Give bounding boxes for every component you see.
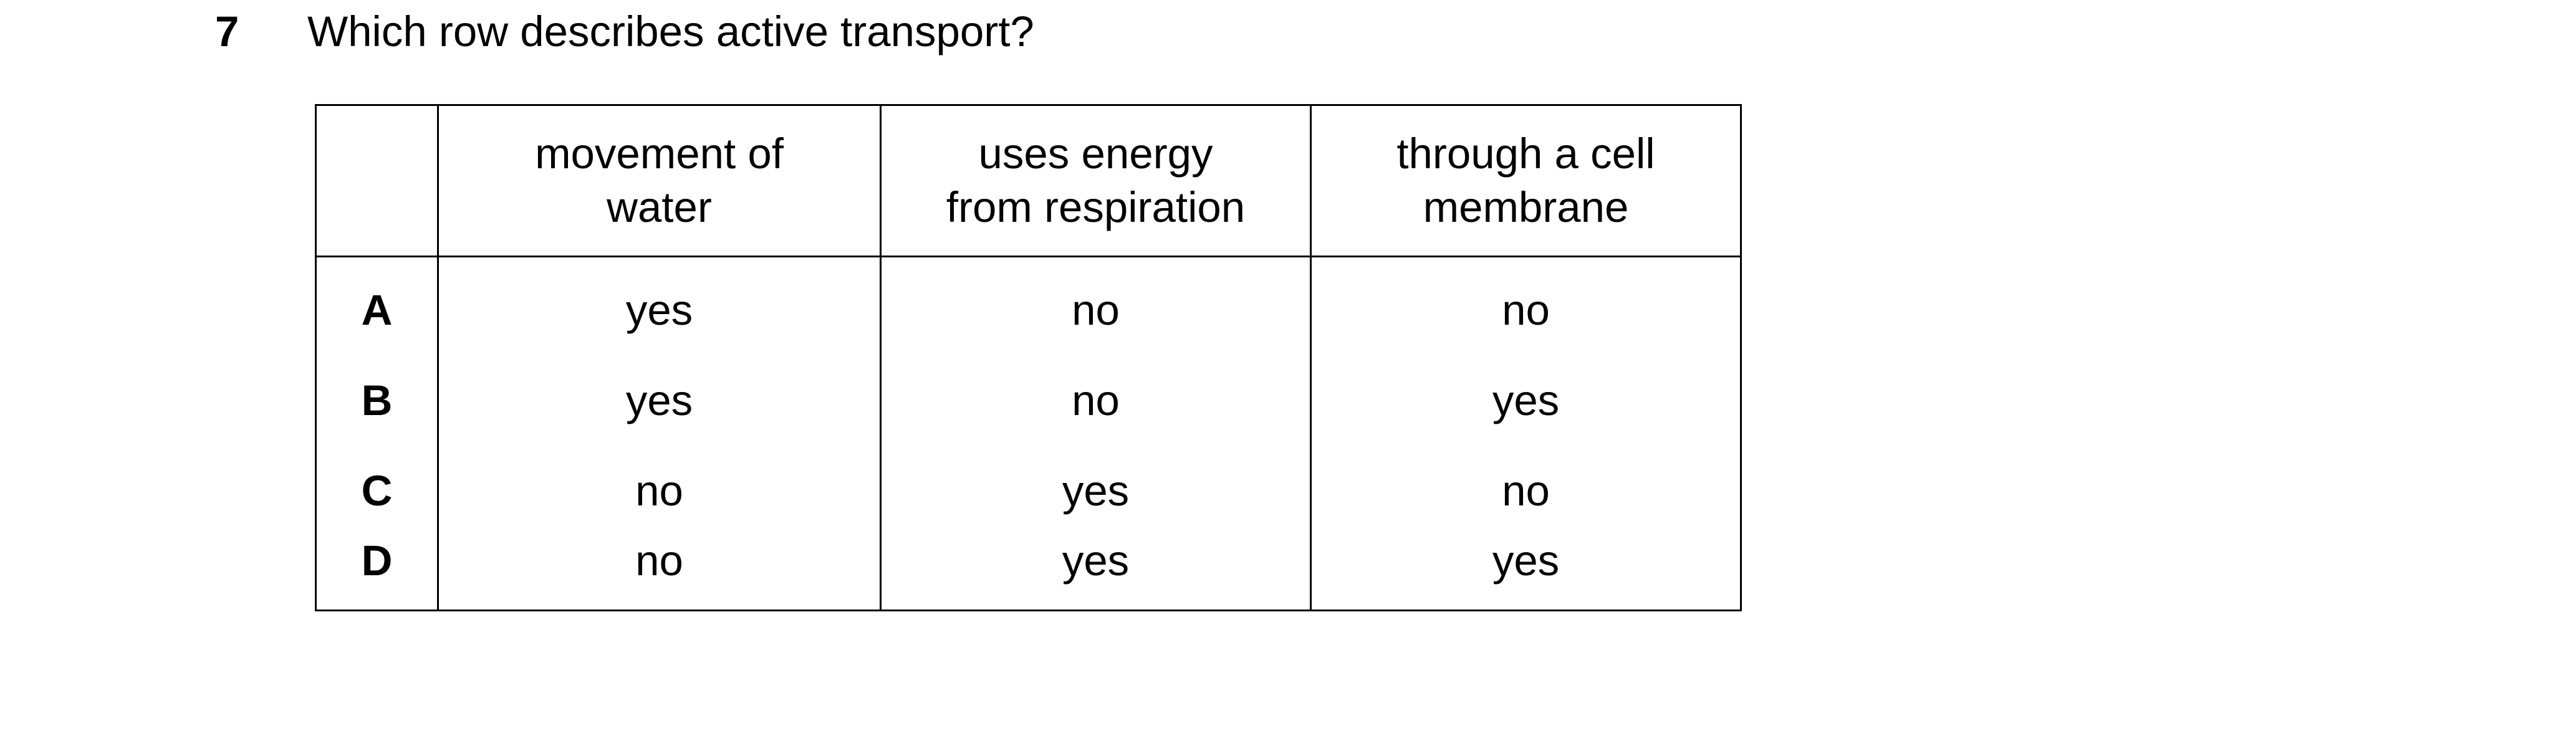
table-cell: yes <box>880 536 1312 611</box>
header-line: water <box>607 183 712 231</box>
table-cell: yes <box>437 256 882 355</box>
header-line: movement of <box>535 130 784 178</box>
header-line: from respiration <box>946 183 1246 231</box>
question: 7 Which row describes active transport? <box>215 0 1034 62</box>
header-uses-energy: uses energy from respiration <box>880 105 1312 257</box>
header-row: movement of water uses energy from respi… <box>315 105 1742 257</box>
table-row-d: D no yes yes <box>315 536 1742 611</box>
row-label: C <box>315 446 439 536</box>
header-movement-of-water: movement of water <box>437 105 882 257</box>
header-through-membrane: through a cell membrane <box>1310 105 1742 257</box>
header-line: through a cell <box>1396 130 1655 178</box>
table-cell: yes <box>1310 355 1742 446</box>
row-label: B <box>315 355 439 446</box>
table-cell: no <box>880 355 1312 446</box>
table-cell: no <box>1310 256 1742 355</box>
question-text: Which row describes active transport? <box>307 7 1034 55</box>
table-cell: no <box>437 536 882 611</box>
table-cell: yes <box>437 355 882 446</box>
header-line: membrane <box>1423 183 1629 231</box>
row-label: A <box>315 256 439 355</box>
table-row-c: C no yes no <box>315 446 1742 536</box>
header-empty-cell <box>315 105 439 257</box>
table-row-b: B yes no yes <box>315 355 1742 446</box>
table-cell: yes <box>1310 536 1742 611</box>
table-row-a: A yes no no <box>315 256 1742 355</box>
answer-table: movement of water uses energy from respi… <box>315 104 1742 611</box>
table-cell: no <box>880 256 1312 355</box>
table-cell: yes <box>880 446 1312 536</box>
header-line: uses energy <box>978 130 1213 178</box>
question-number: 7 <box>215 7 239 55</box>
table-cell: no <box>437 446 882 536</box>
table-cell: no <box>1310 446 1742 536</box>
row-label: D <box>315 536 439 611</box>
